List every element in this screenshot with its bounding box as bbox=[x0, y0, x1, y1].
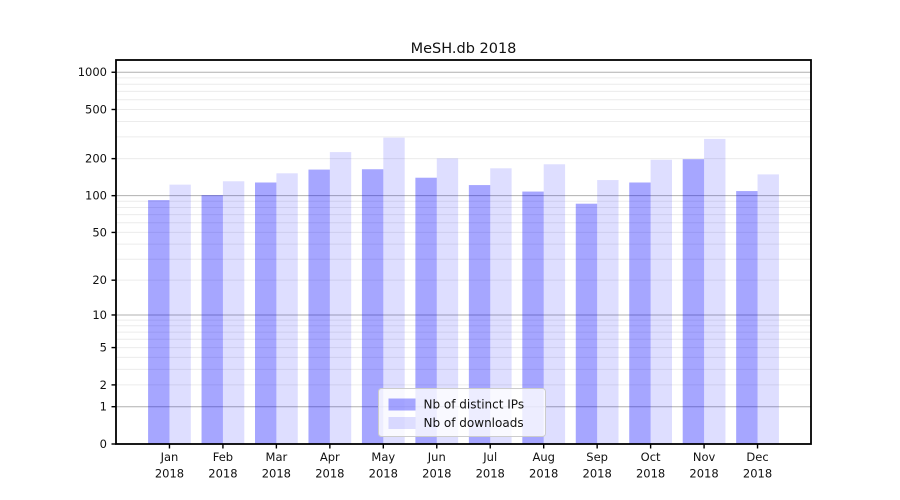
bar-distinct-ips-may bbox=[361, 169, 384, 445]
x-tick-label: Apr 2018 bbox=[315, 450, 344, 481]
legend-frame bbox=[378, 388, 546, 437]
bar-distinct-ips-feb bbox=[201, 195, 223, 444]
x-tick-label: Nov 2018 bbox=[689, 450, 718, 481]
x-tick-label: May 2018 bbox=[369, 450, 398, 481]
bar-distinct-ips-jun bbox=[415, 177, 437, 445]
bar-downloads-feb bbox=[222, 181, 245, 444]
y-tick-label: 10 bbox=[92, 308, 107, 322]
y-tick-label: 500 bbox=[85, 102, 107, 116]
legend-label-distinct-ips: Nb of distinct IPs bbox=[424, 398, 525, 412]
y-tick-label: 1000 bbox=[78, 65, 107, 79]
x-tick-label: Jan 2018 bbox=[155, 450, 184, 481]
bar-distinct-ips-oct bbox=[629, 182, 651, 445]
bar-downloads-apr bbox=[329, 152, 352, 445]
x-tick-label: Jun 2018 bbox=[422, 450, 451, 481]
x-tick-label: Feb 2018 bbox=[208, 450, 237, 481]
plot-border bbox=[115, 59, 812, 445]
x-tick-label: Jul 2018 bbox=[476, 450, 505, 481]
bar-distinct-ips-apr bbox=[308, 169, 330, 444]
y-axis-ticks bbox=[111, 71, 116, 445]
bar-downloads-nov bbox=[704, 138, 726, 445]
y-axis-labels: 0 1 2 5 10 20 50 100 200 500 1000 bbox=[78, 65, 107, 451]
legend-label-downloads: Nb of downloads bbox=[424, 416, 524, 430]
x-tick-label: Oct 2018 bbox=[636, 450, 665, 481]
chart-title: MeSH.db 2018 bbox=[411, 41, 517, 57]
x-axis-labels: Jan 2018 Feb 2018 Mar 2018 Apr 2018 May 2018 Jun 20… bbox=[155, 450, 772, 481]
x-tick-label: Sep 2018 bbox=[583, 450, 612, 481]
y-tick-label: 5 bbox=[100, 341, 107, 355]
legend: Nb of distinct IPs Nb of downloads bbox=[378, 388, 546, 437]
bar-downloads-jan bbox=[169, 184, 191, 444]
legend-swatch-distinct-ips bbox=[388, 398, 416, 411]
bar-distinct-ips-mar bbox=[255, 182, 277, 445]
y-tick-label: 20 bbox=[92, 273, 107, 287]
bar-distinct-ips-nov bbox=[682, 159, 705, 444]
bar-distinct-ips-sep bbox=[575, 203, 598, 444]
y-tick-label: 1 bbox=[100, 400, 107, 414]
y-tick-label: 0 bbox=[100, 437, 107, 451]
x-tick-label: Dec 2018 bbox=[743, 450, 772, 481]
bars-layer bbox=[148, 137, 779, 445]
bar-downloads-sep bbox=[597, 180, 619, 445]
bar-downloads-mar bbox=[276, 173, 298, 445]
y-tick-label: 200 bbox=[85, 152, 107, 166]
x-axis-ticks bbox=[168, 444, 759, 449]
bar-distinct-ips-dec bbox=[736, 191, 758, 444]
bar-downloads-oct bbox=[650, 159, 672, 444]
bar-downloads-aug bbox=[543, 164, 566, 444]
bar-distinct-ips-aug bbox=[522, 191, 544, 444]
y-tick-label: 50 bbox=[92, 225, 107, 239]
gridlines-minor bbox=[116, 77, 811, 386]
bar-downloads-dec bbox=[757, 174, 779, 444]
bar-downloads-may bbox=[383, 137, 405, 444]
x-tick-label: Mar 2018 bbox=[262, 450, 291, 481]
bar-downloads-jun bbox=[436, 158, 459, 445]
bar-downloads-jul bbox=[490, 168, 512, 444]
bar-distinct-ips-jul bbox=[468, 185, 491, 444]
y-tick-label: 2 bbox=[100, 378, 107, 392]
legend-swatch-downloads bbox=[388, 417, 416, 429]
y-tick-label: 100 bbox=[85, 189, 107, 203]
x-tick-label: Aug 2018 bbox=[529, 450, 558, 481]
bar-distinct-ips-jan bbox=[148, 200, 170, 444]
